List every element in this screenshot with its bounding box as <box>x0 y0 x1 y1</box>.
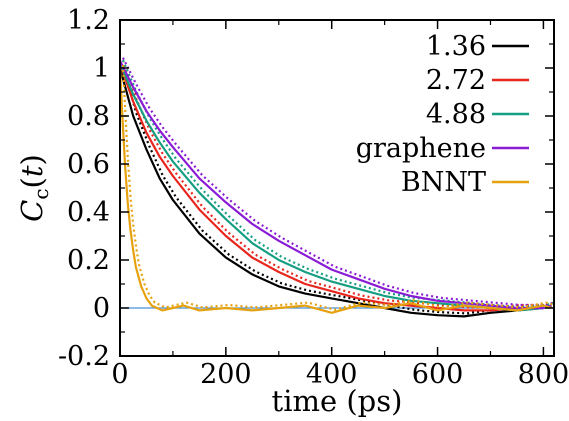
series-line <box>118 62 552 312</box>
legend-label: 2.72 <box>426 65 486 96</box>
y-tick-label: 0 <box>93 293 110 324</box>
x-tick-label: 800 <box>518 359 569 390</box>
y-tick-label: 0.4 <box>67 197 110 228</box>
series-4 <box>118 64 555 314</box>
legend-item: graphene <box>356 133 529 164</box>
series-0 <box>118 64 555 318</box>
series-line <box>118 62 552 312</box>
series-line-dotted <box>121 59 555 309</box>
y-tick-label: 0.2 <box>67 245 110 276</box>
series-line-dotted <box>121 59 555 309</box>
x-tick-label: 400 <box>306 359 358 390</box>
series-line-dotted <box>121 64 555 315</box>
x-tick-label: 600 <box>412 359 464 390</box>
series-line <box>119 60 552 310</box>
x-axis-label: time (ps) <box>272 384 403 418</box>
series-line <box>118 67 552 318</box>
y-axis-label: Cc(t) <box>15 154 53 222</box>
x-tick-label: 0 <box>111 359 128 390</box>
y-tick-label: 0.6 <box>67 149 110 180</box>
series-3 <box>119 57 555 310</box>
y-tick-label: 1.2 <box>67 5 110 36</box>
legend-item: 1.36 <box>426 31 529 62</box>
tick-layer: 0 200 400 600 800-0.200.20.40.60.811.2 <box>58 5 569 390</box>
series-line-dotted <box>121 64 555 311</box>
legend-item: BNNT <box>401 167 529 198</box>
series-layer <box>118 57 555 318</box>
y-tick-label: 1 <box>93 53 110 84</box>
legend-label: 1.36 <box>426 31 486 62</box>
legend-label: BNNT <box>401 167 486 198</box>
series-line-dotted <box>122 57 555 307</box>
legend-label: 4.88 <box>426 99 486 130</box>
legend-item: 2.72 <box>426 65 529 96</box>
series-1 <box>118 59 555 312</box>
y-tick-label: -0.2 <box>58 341 110 372</box>
legend-label: graphene <box>356 133 486 164</box>
series-line <box>118 67 552 314</box>
x-tick-label: 200 <box>200 359 252 390</box>
y-tick-label: 0.8 <box>67 101 110 132</box>
legend-item: 4.88 <box>426 99 529 130</box>
